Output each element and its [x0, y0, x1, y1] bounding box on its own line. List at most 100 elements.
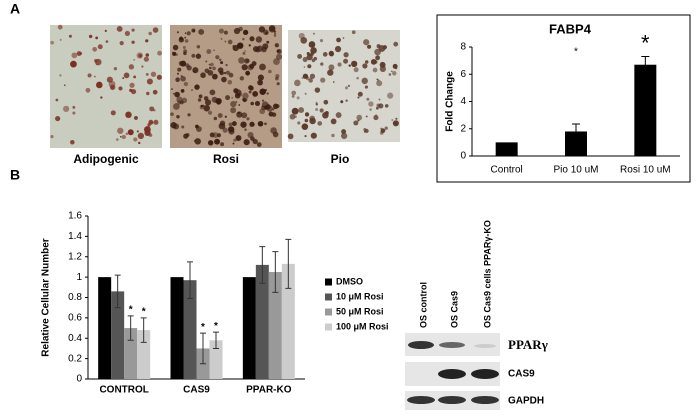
- micrograph-speck: [143, 126, 151, 133]
- bar: [98, 277, 112, 379]
- bar: [124, 328, 138, 379]
- micrograph-speck: [273, 30, 276, 33]
- micrograph-speck: [55, 98, 59, 102]
- micrograph-speck: [195, 53, 202, 59]
- micrograph-speck: [209, 89, 216, 96]
- micrograph-speck: [276, 53, 283, 60]
- micrograph-speck: [255, 36, 263, 43]
- image-caption: Pio: [331, 152, 350, 166]
- micrograph: [50, 25, 162, 148]
- micrograph-speck: [375, 106, 379, 110]
- micrograph-speck: [217, 67, 224, 73]
- micrograph-speck: [276, 82, 280, 86]
- micrograph-speck: [198, 94, 203, 99]
- bar: [634, 64, 657, 156]
- blot-band: [439, 342, 465, 348]
- micrograph-speck: [153, 109, 156, 112]
- micrograph-speck: [63, 105, 70, 112]
- micrograph-speck: [116, 25, 123, 32]
- micrograph-speck: [227, 39, 233, 45]
- micrograph-speck: [183, 81, 189, 87]
- micrograph-speck: [268, 111, 274, 117]
- micrograph-speck: [156, 74, 162, 80]
- micrograph-speck: [367, 44, 372, 49]
- micrograph-speck: [257, 74, 264, 81]
- micrograph-speck: [268, 69, 272, 74]
- micrograph-speck: [261, 99, 265, 102]
- micrograph-speck: [241, 64, 248, 71]
- micrograph-speck: [235, 135, 242, 141]
- micrograph-speck: [208, 66, 212, 70]
- micrograph-speck: [224, 115, 227, 118]
- band-label: PPARγ: [508, 337, 548, 352]
- micrograph-speck: [323, 99, 329, 105]
- legend-swatch: [325, 323, 332, 331]
- micrograph-speck: [176, 31, 179, 34]
- micrograph-speck: [92, 46, 98, 52]
- micrograph-speck: [113, 67, 118, 71]
- micrograph-speck: [194, 84, 200, 90]
- micrograph-speck: [211, 73, 218, 80]
- micrograph-speck: [71, 52, 78, 59]
- micrograph-speck: [351, 30, 356, 35]
- micrograph-speck: [152, 89, 158, 95]
- micrograph-speck: [391, 70, 393, 73]
- y-tick-label: 1: [76, 272, 82, 283]
- micrograph-speck: [212, 66, 216, 71]
- micrograph-speck: [298, 32, 305, 39]
- micrograph-speck: [342, 37, 345, 39]
- micrograph-speck: [186, 65, 192, 71]
- micrograph-speck: [266, 105, 273, 112]
- micrograph-speck: [207, 140, 214, 146]
- micrograph-speck: [376, 78, 379, 81]
- micrograph-speck: [334, 45, 342, 53]
- band-label: CAS9: [508, 369, 535, 380]
- annotation: *: [201, 322, 205, 333]
- micrograph-speck: [150, 71, 157, 77]
- micrograph-speck: [308, 78, 313, 83]
- micrograph-speck: [59, 74, 62, 77]
- legend-label: 10 μM Rosi: [336, 291, 384, 301]
- micrograph-speck: [309, 73, 316, 79]
- micrograph-speck: [348, 64, 351, 67]
- x-tick-label: CONTROL: [99, 385, 148, 396]
- micrograph-speck: [146, 78, 153, 85]
- error-bar: [572, 123, 580, 139]
- error-bar: [259, 246, 266, 284]
- panel-label: A: [10, 1, 20, 17]
- micrograph-speck: [341, 129, 347, 135]
- legend-swatch: [325, 308, 332, 316]
- micrograph-speck: [315, 107, 319, 111]
- x-tick-label: PPAR-KO: [246, 385, 292, 396]
- micrograph-speck: [180, 88, 185, 93]
- micrograph-speck: [231, 96, 234, 99]
- micrograph-speck: [302, 57, 308, 63]
- micrograph-speck: [182, 45, 186, 49]
- x-tick-label: CAS9: [183, 385, 210, 396]
- micrograph-speck: [301, 123, 309, 131]
- micrograph-speck: [194, 138, 201, 145]
- bar: [495, 142, 518, 156]
- blot-band: [408, 341, 434, 349]
- bar: [268, 272, 282, 379]
- micrograph-speck: [129, 82, 135, 88]
- micrograph-speck: [125, 111, 131, 117]
- micrograph-speck: [266, 40, 270, 44]
- micrograph-speck: [220, 37, 223, 40]
- micrograph-speck: [376, 103, 381, 108]
- annotation: *: [142, 307, 146, 318]
- legend-label: 50 μM Rosi: [336, 306, 384, 316]
- micrograph-speck: [147, 123, 151, 127]
- micrograph-speck: [310, 47, 317, 54]
- micrograph-speck: [220, 142, 225, 147]
- micrograph-speck: [88, 34, 93, 39]
- micrograph-speck: [177, 72, 179, 75]
- micrograph-speck: [248, 44, 251, 47]
- blot-band: [474, 344, 496, 348]
- y-tick-label: 0.6: [68, 313, 82, 324]
- micrograph-speck: [204, 68, 210, 74]
- bar: [170, 277, 184, 379]
- micrograph-speck: [131, 28, 135, 32]
- lane-label: OS Cas9 cells PPARγ-KO: [482, 220, 492, 328]
